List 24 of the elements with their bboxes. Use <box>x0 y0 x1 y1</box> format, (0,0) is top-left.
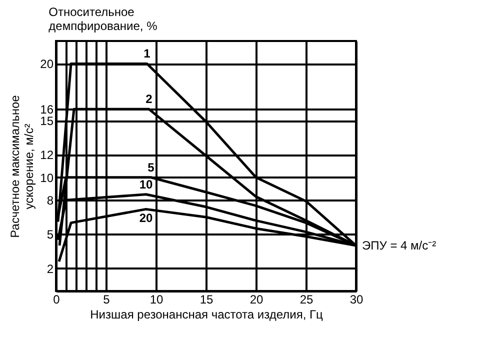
x-axis-title: Низшая резонансная частота изделия, Гц <box>90 308 323 322</box>
annotation: ЭПУ = 4 м/с⁻² <box>362 238 436 253</box>
y-axis-title: Расчетное максимальное ускорение, м/с² <box>8 94 36 238</box>
y-tick-label: 20 <box>40 57 54 72</box>
x-tick-label: 0 <box>53 292 60 306</box>
x-tick-label: 25 <box>300 292 314 306</box>
x-tick-label: 5 <box>103 292 110 306</box>
legend-title: Относительное демпфирование, % <box>48 5 158 33</box>
series-label: 2 <box>146 92 153 106</box>
x-tick-label: 15 <box>200 292 214 306</box>
y-tick-label: 2 <box>46 262 54 276</box>
y-tick-label: 8 <box>46 194 54 208</box>
x-tick-label: 20 <box>250 292 264 306</box>
y-tick-label: 15 <box>40 114 54 128</box>
y-tick-label: 5 <box>46 228 54 242</box>
x-tick-label: 10 <box>150 292 164 306</box>
series-label: 20 <box>139 211 153 226</box>
series-label: 5 <box>148 160 155 174</box>
series-label: 1 <box>144 46 151 61</box>
y-tick-label: 16 <box>40 102 54 117</box>
x-tick-label: 30 <box>350 292 364 306</box>
series-label: 10 <box>139 177 153 192</box>
y-tick-label: 12 <box>40 148 54 162</box>
y-tick-label: 10 <box>40 170 54 185</box>
